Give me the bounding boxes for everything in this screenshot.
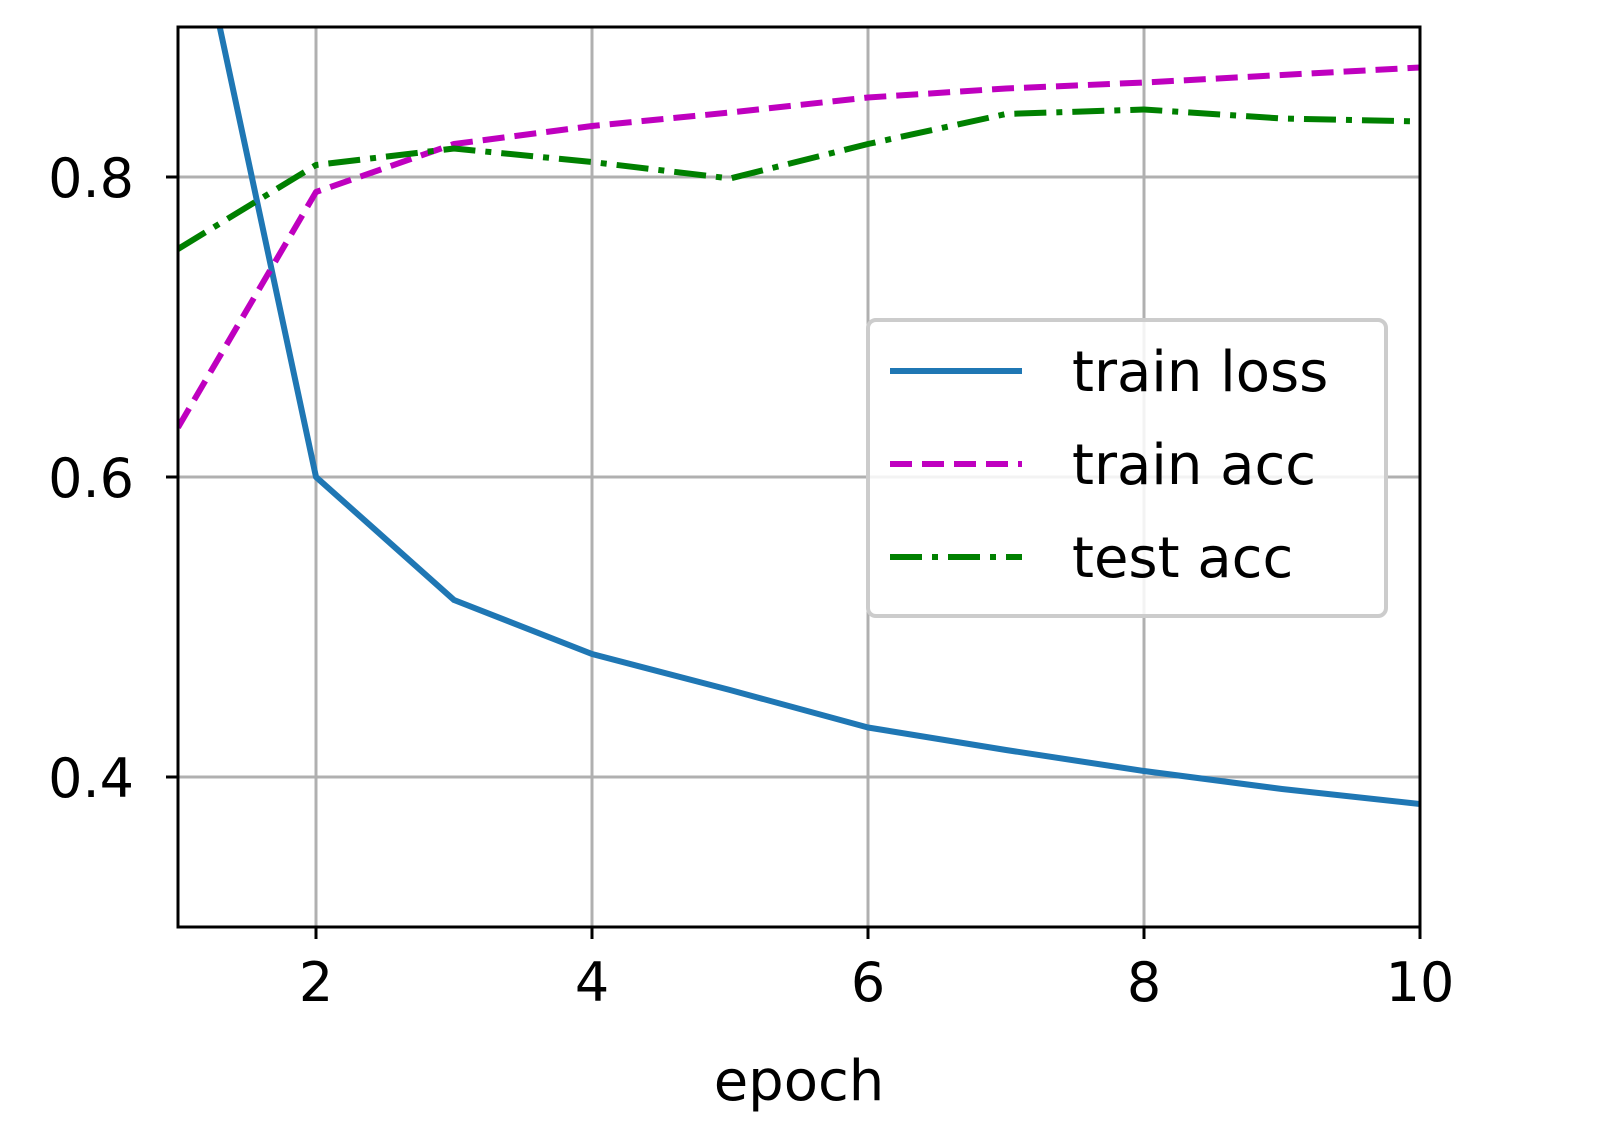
- legend-label: train loss: [1072, 340, 1328, 405]
- legend: train loss train acc test acc: [866, 318, 1388, 618]
- x-tick-label: 10: [1386, 951, 1455, 1014]
- axis-ticks: 2 4 6 8 10 0.4 0.6 0.8: [48, 147, 1454, 1014]
- legend-box: [866, 318, 1388, 618]
- y-tick-label: 0.4: [48, 747, 134, 810]
- x-tick-label: 6: [851, 951, 885, 1014]
- series-group: [178, 27, 1420, 807]
- x-tick-label: 2: [299, 951, 333, 1014]
- y-tick-label: 0.6: [48, 447, 134, 510]
- series-line-train-loss: [216, 27, 1420, 807]
- x-axis-title: epoch: [714, 1049, 885, 1114]
- legend-label: train acc: [1072, 433, 1316, 498]
- legend-label: test acc: [1072, 526, 1293, 591]
- x-tick-label: 4: [575, 951, 609, 1014]
- x-tick-label: 8: [1127, 951, 1161, 1014]
- y-tick-label: 0.8: [48, 147, 134, 210]
- series-line-test-acc: [178, 106, 1420, 252]
